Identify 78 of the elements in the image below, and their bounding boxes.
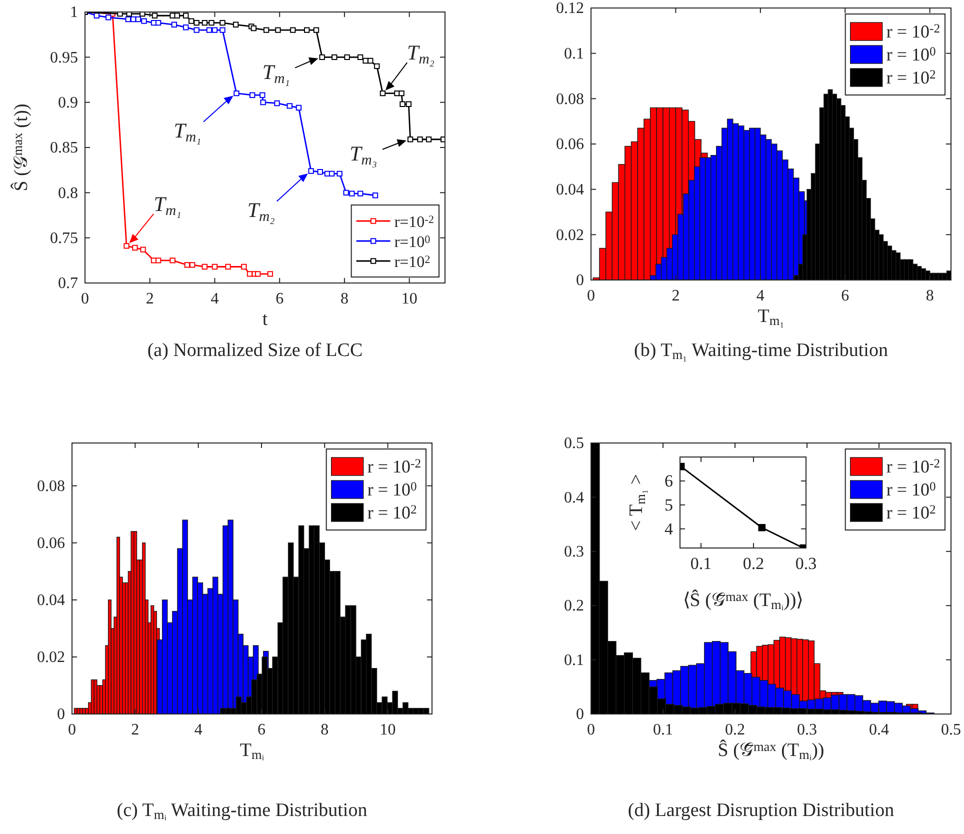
x-tick-label: 0.3 bbox=[797, 721, 817, 738]
x-tick-label: 0 bbox=[587, 721, 595, 738]
annotation: T$_{m₁}$ bbox=[154, 192, 182, 219]
y-tick-label: 4 bbox=[664, 519, 674, 538]
legend-label: r = 10$^{-2}$ bbox=[886, 21, 940, 42]
x-tick-label: 4 bbox=[210, 290, 219, 308]
legend-label: r = 10$^{0}$ bbox=[367, 479, 417, 500]
x-tick-label: 8 bbox=[320, 721, 329, 738]
y-tick-label: 0 bbox=[576, 706, 584, 724]
annotation: T$_{m₁}$ bbox=[174, 118, 202, 146]
y-tick-label: 0.06 bbox=[37, 534, 65, 552]
legend-label: r = 10$^{2}$ bbox=[886, 67, 936, 88]
x-tick-label: 0.4 bbox=[869, 721, 889, 738]
y-tick-label: 0.7 bbox=[58, 275, 78, 292]
legend-label: r = 10$^{0}$ bbox=[886, 479, 936, 500]
annotation: T$_{m₂}$ bbox=[407, 40, 434, 68]
legend-label: r=10$^{-2}$ bbox=[394, 214, 434, 231]
x-tick-label: 2 bbox=[131, 721, 140, 738]
x-tick-label: 4 bbox=[194, 721, 202, 738]
y-tick-label: 0.8 bbox=[58, 184, 78, 202]
y-tick-label: 0.1 bbox=[564, 652, 584, 669]
y-tick-label: 0.9 bbox=[58, 94, 78, 112]
x-tick-label: 8 bbox=[926, 287, 934, 304]
text: (b) T$_{m₁}$ Waiting-time Distribution bbox=[634, 340, 888, 362]
y-tick-label: 0.04 bbox=[37, 592, 65, 610]
x-tick-label: 10 bbox=[380, 721, 396, 738]
y-tick-label: 6 bbox=[664, 471, 673, 490]
x-tick-label: 0.2 bbox=[742, 554, 764, 574]
x-axis-title: Ŝ (𝒢̄$^{max}$ (T$_{mᵢ}$)) bbox=[718, 738, 824, 762]
legend-label: r=10$^{0}$ bbox=[394, 234, 431, 251]
x-tick-label: 0.5 bbox=[941, 721, 961, 738]
y-tick-label: 5 bbox=[664, 495, 673, 514]
annotation: T$_{m₂}$ bbox=[247, 198, 275, 225]
text: (c) T$_{mᵢ}$ Waiting-time Distribution bbox=[116, 800, 368, 822]
legend-label: r = 10$^{2}$ bbox=[367, 502, 417, 522]
y-tick-label: 0.4 bbox=[564, 489, 584, 506]
x-axis-title: ⟨Ŝ (𝒢̄$^{max}$ (T$_{mᵢ}$))⟩ bbox=[682, 588, 804, 612]
x-tick-label: 0.3 bbox=[795, 554, 817, 574]
x-tick-label: 0 bbox=[81, 290, 89, 308]
x-tick-label: 6 bbox=[257, 721, 266, 738]
x-axis-title: T$_{m₁}$ bbox=[758, 306, 784, 328]
y-tick-label: 0.75 bbox=[50, 230, 78, 247]
x-tick-label: 6 bbox=[276, 290, 284, 308]
legend-label: r = 10$^{-2}$ bbox=[367, 456, 421, 476]
y-tick-label: 1 bbox=[70, 4, 78, 22]
y-tick-label: 0.02 bbox=[556, 226, 584, 244]
x-axis-title: T$_{mᵢ}$ bbox=[240, 740, 265, 762]
x-tick-label: 2 bbox=[672, 287, 680, 304]
x-tick-label: 8 bbox=[340, 290, 348, 308]
text: (d) Largest Disruption Distribution bbox=[628, 800, 895, 821]
y-tick-label: 0.08 bbox=[556, 90, 584, 108]
x-tick-label: 4 bbox=[756, 287, 764, 304]
x-tick-label: 2 bbox=[146, 290, 154, 308]
y-tick-label: 0.04 bbox=[556, 181, 584, 198]
legend-label: r = 10$^{-2}$ bbox=[886, 456, 940, 476]
y-tick-label: 0.95 bbox=[50, 49, 78, 66]
y-tick-label: 0.2 bbox=[564, 598, 584, 615]
y-tick-label: 0.5 bbox=[564, 435, 584, 452]
y-tick-label: 0.1 bbox=[564, 45, 584, 62]
y-tick-label: 0.02 bbox=[37, 649, 65, 666]
legend-label: r = 10$^{2}$ bbox=[886, 502, 936, 522]
annotation: T$_{m₁}$ bbox=[262, 60, 290, 87]
y-tick-label: 0.06 bbox=[556, 136, 584, 154]
x-tick-label: 10 bbox=[401, 290, 418, 308]
x-tick-label: 0 bbox=[587, 287, 595, 304]
legend-label: r = 10$^{0}$ bbox=[886, 44, 936, 64]
x-tick-label: 6 bbox=[841, 287, 850, 304]
legend-label: r=10$^{2}$ bbox=[394, 254, 430, 271]
y-tick-label: 0.08 bbox=[37, 478, 65, 495]
x-tick-label: 0.2 bbox=[725, 721, 745, 738]
x-axis-title: t bbox=[262, 309, 268, 330]
y-tick-label: 0 bbox=[576, 272, 584, 290]
y-tick-label: 0.12 bbox=[556, 0, 584, 18]
y-tick-label: 0.85 bbox=[50, 140, 78, 157]
y-tick-label: 0 bbox=[57, 706, 65, 724]
x-tick-label: 0.1 bbox=[690, 554, 712, 574]
text: (a) Normalized Size of LCC bbox=[147, 340, 363, 361]
annotation: T$_{m₃}$ bbox=[350, 141, 377, 168]
